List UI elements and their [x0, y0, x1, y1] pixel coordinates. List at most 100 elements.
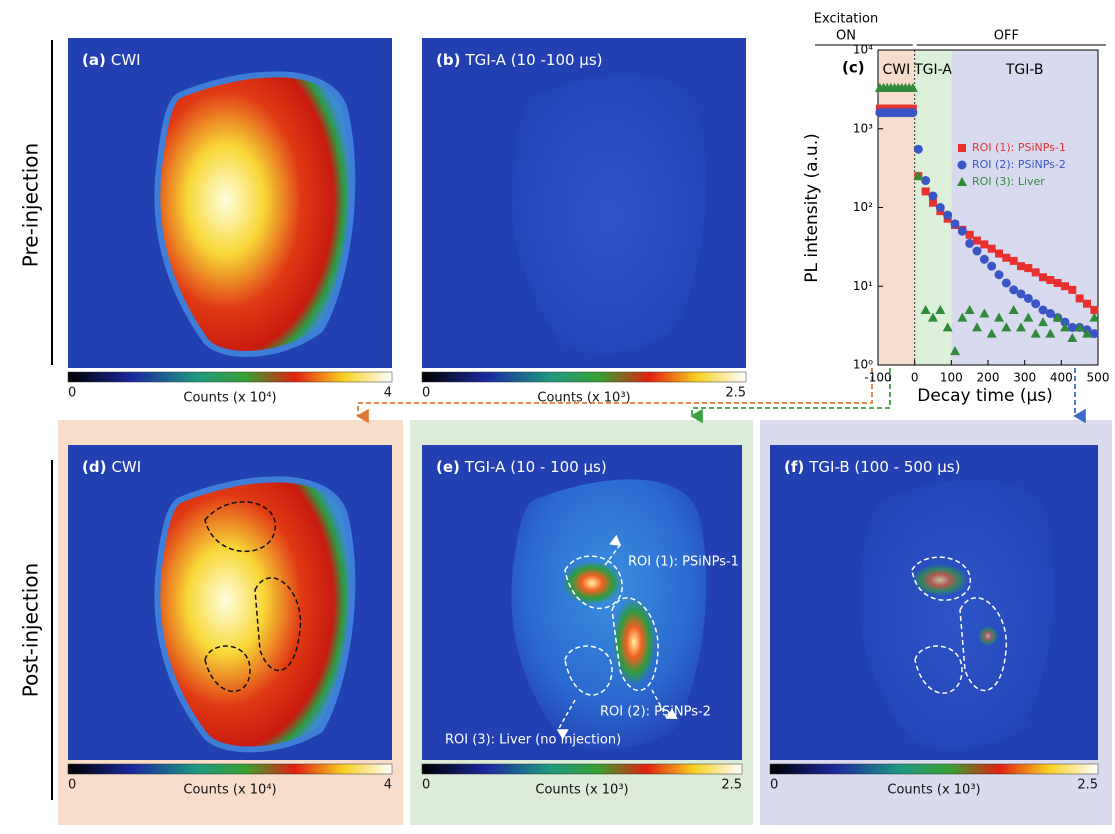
- y-tick-label: 10⁴: [853, 43, 873, 57]
- colorbar-max: 2.5: [721, 778, 742, 793]
- region: [951, 50, 1098, 365]
- point: [1030, 328, 1041, 338]
- colorbar-min: 0: [422, 386, 430, 401]
- point: [950, 219, 960, 229]
- point: [913, 144, 923, 154]
- point: [1075, 294, 1084, 303]
- y-tick-label: 10³: [853, 121, 873, 135]
- point: [928, 191, 938, 201]
- point: [1060, 317, 1070, 327]
- y-tick-label: 10²: [853, 200, 873, 214]
- point: [1023, 312, 1034, 322]
- region-label: CWI: [882, 62, 910, 78]
- legend-label: ROI (1): PSiNPs-1: [972, 141, 1066, 154]
- point: [987, 244, 996, 253]
- point: [1001, 278, 1011, 288]
- point: [979, 308, 990, 318]
- point: [994, 312, 1004, 322]
- point: [1045, 328, 1056, 338]
- image-b: [422, 38, 746, 368]
- point: [1009, 285, 1019, 295]
- point: [957, 312, 968, 322]
- point: [1038, 305, 1048, 315]
- point: [950, 346, 960, 356]
- point: [1083, 299, 1091, 308]
- colorbar-label: Counts (x 10³): [535, 783, 628, 798]
- legend-label: ROI (2): PSiNPs-2: [972, 158, 1066, 171]
- colorbar-max: 2.5: [725, 386, 746, 401]
- image-f: [770, 445, 1098, 760]
- panel-name: TGI-B (100 - 500 μs): [808, 458, 960, 476]
- point: [1089, 329, 1099, 339]
- point: [964, 304, 975, 314]
- panel-name: TGI-A (10 -100 μs): [464, 51, 602, 69]
- x-tick-label: 300: [1013, 371, 1036, 385]
- legend-marker: [957, 177, 967, 186]
- panel-name: CWI: [111, 51, 141, 69]
- panel-tag: (b): [436, 51, 460, 69]
- y-axis-label: PL intensity (a.u.): [802, 133, 822, 283]
- colorbar: [421, 371, 747, 383]
- panel-title: (e) TGI-A (10 - 100 μs): [436, 458, 607, 476]
- x-tick-label: 400: [1050, 371, 1073, 385]
- point: [1016, 289, 1026, 299]
- colorbar-max: 2.5: [1077, 778, 1098, 793]
- colorbar: [421, 763, 743, 775]
- point: [1009, 256, 1018, 265]
- image-d: [68, 445, 392, 760]
- roi-note: ROI (1): PSiNPs-1: [628, 555, 739, 570]
- point: [972, 246, 982, 256]
- point: [1039, 273, 1047, 282]
- point: [1067, 322, 1077, 332]
- point: [1001, 322, 1012, 332]
- panel-title: (a) CWI: [82, 51, 141, 69]
- point: [1008, 304, 1019, 314]
- colorbar-label: Counts (x 10⁴): [183, 391, 276, 406]
- header-on: ON: [836, 29, 856, 44]
- point: [986, 328, 997, 338]
- colorbar: [67, 371, 393, 383]
- colorbar-label: Counts (x 10⁴): [183, 783, 276, 798]
- point: [1089, 312, 1100, 322]
- colorbar-max: 4: [384, 778, 392, 793]
- colorbar: [769, 763, 1099, 775]
- panel-tag: (c): [842, 59, 865, 77]
- legend-label: ROI (3): Liver: [972, 175, 1045, 188]
- point: [957, 226, 967, 236]
- panel-name: CWI: [111, 458, 141, 476]
- colorbar-min: 0: [770, 778, 778, 793]
- point: [1061, 282, 1069, 291]
- panel-title: (b) TGI-A (10 -100 μs): [436, 51, 603, 69]
- point: [1053, 278, 1062, 287]
- point: [972, 322, 982, 332]
- y-tick-label: 10¹: [853, 279, 873, 293]
- point: [995, 249, 1003, 258]
- panel-tag: (d): [82, 458, 106, 476]
- colorbar-min: 0: [68, 386, 76, 401]
- point: [1060, 322, 1070, 332]
- region-label: TGI-A: [913, 62, 952, 78]
- point: [1082, 328, 1092, 338]
- point: [942, 322, 953, 332]
- point: [1023, 293, 1033, 303]
- roi-note: ROI (2): PSiNPs-2: [600, 705, 711, 720]
- point: [1046, 276, 1055, 285]
- point: [908, 108, 918, 118]
- row-label: Pre-injection: [19, 143, 43, 267]
- point: [1038, 317, 1048, 327]
- colorbar-label: Counts (x 10³): [887, 783, 980, 798]
- point: [913, 171, 924, 181]
- colorbar: [67, 763, 393, 775]
- panel-tag: (e): [436, 458, 460, 476]
- point: [929, 198, 937, 207]
- image-e: [422, 445, 742, 760]
- point: [907, 82, 918, 92]
- image-a: [68, 38, 392, 368]
- region: [914, 50, 952, 365]
- point: [1002, 253, 1011, 262]
- point: [1052, 312, 1063, 322]
- point: [935, 203, 945, 212]
- header-on: Excitation: [814, 12, 878, 27]
- point: [1067, 333, 1078, 343]
